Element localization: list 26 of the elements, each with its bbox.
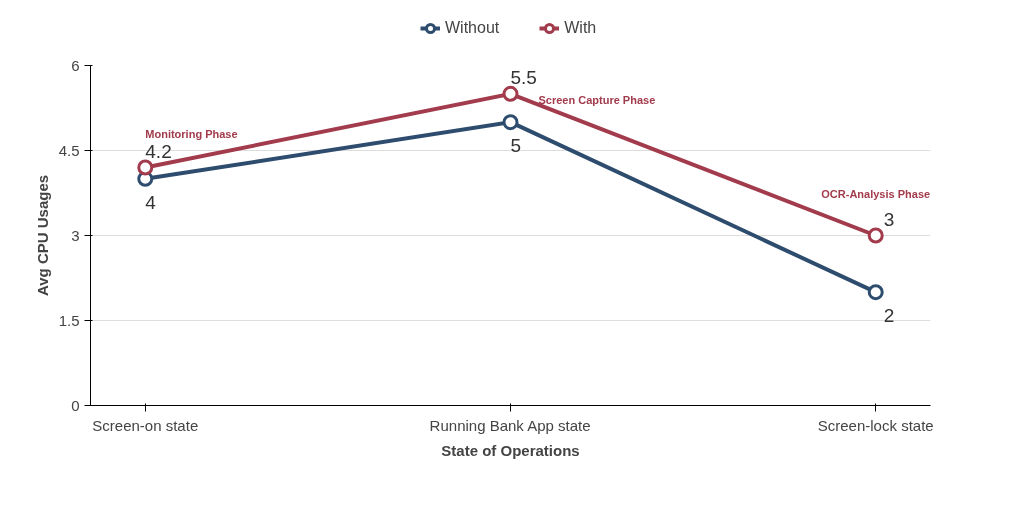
data-label: 5: [510, 135, 522, 157]
point: [867, 284, 884, 301]
data-label: 3: [883, 208, 895, 230]
point: [137, 159, 154, 176]
y-tick-label: 0: [71, 396, 80, 414]
annotation: Screen Capture Phase: [538, 93, 656, 106]
data-label: 2: [883, 305, 895, 327]
point: [502, 114, 519, 131]
y-tick-label: 4.5: [58, 141, 80, 159]
y-tick-label: 6: [71, 56, 80, 74]
legend-label: With: [564, 19, 597, 37]
y-tick-label: 1.5: [58, 311, 80, 329]
annotation: OCR-Analysis Phase: [821, 187, 931, 200]
x-tick-label: Screen-on state: [92, 416, 199, 434]
y-axis-title: Avg CPU Usages: [33, 174, 51, 297]
legend-label: Without: [445, 19, 500, 37]
x-axis-title: State of Operations: [441, 441, 580, 459]
point: [867, 227, 884, 244]
data-label: 4.2: [145, 140, 172, 162]
data-label: 4: [145, 191, 157, 213]
x-tick-label: Screen-lock state: [817, 416, 934, 434]
annotation: Monitoring Phase: [145, 127, 238, 140]
data-label: 5.5: [510, 66, 537, 88]
point: [502, 85, 519, 102]
y-tick-label: 3: [71, 226, 80, 244]
x-tick-label: Running Bank App state: [429, 416, 591, 434]
